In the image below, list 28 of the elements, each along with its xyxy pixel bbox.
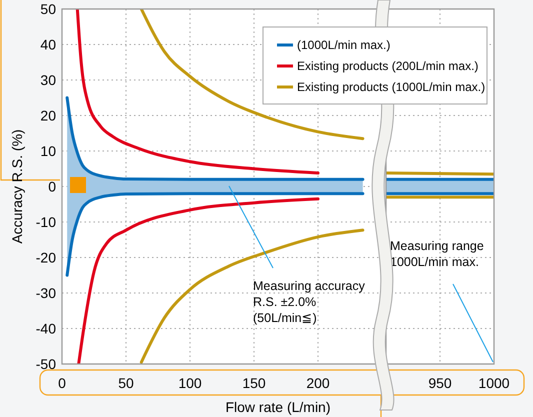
x-tick-label: 50 (118, 375, 134, 391)
x-tick-label: 100 (178, 375, 202, 391)
x-tick-label: 0 (58, 375, 66, 391)
y-tick-label: 20 (40, 107, 56, 124)
y-tick-label: -10 (36, 214, 56, 230)
y-tick-label: -30 (36, 284, 56, 301)
y-tick-label: 50 (40, 0, 56, 17)
annotation: Measuring accuracy R.S. ±2.0% (50L/min≦) (253, 279, 366, 325)
line-series (66, 192, 364, 277)
y-tick-label: 0 (48, 178, 56, 194)
y-axis-title: Accuracy R.S. (%) (9, 129, 25, 244)
annotation: Measuring range 1000L/min max. (390, 239, 484, 269)
y-tick-label: 10 (40, 142, 56, 159)
y-tick-label: -20 (36, 249, 56, 266)
legend-label: Existing products (200L/min max.) (297, 59, 478, 74)
line-series (66, 96, 364, 181)
x-tick-label: 950 (428, 375, 452, 391)
y-tick-label: -50 (36, 356, 56, 372)
legend-label: Existing products (1000L/min max.) (297, 80, 486, 94)
legend-label: (1000L/min max.) (297, 38, 390, 52)
x-axis-title: Flow rate (L/min) (225, 399, 331, 415)
x-tick-label: 200 (306, 375, 330, 391)
y-tick-label: 40 (40, 36, 56, 52)
y-tick-label: 30 (40, 72, 56, 88)
x-tick-label: 150 (242, 375, 266, 391)
line-series (140, 228, 364, 364)
x-tick-label: 1000 (478, 375, 510, 391)
y-tick-label: -40 (36, 320, 56, 336)
